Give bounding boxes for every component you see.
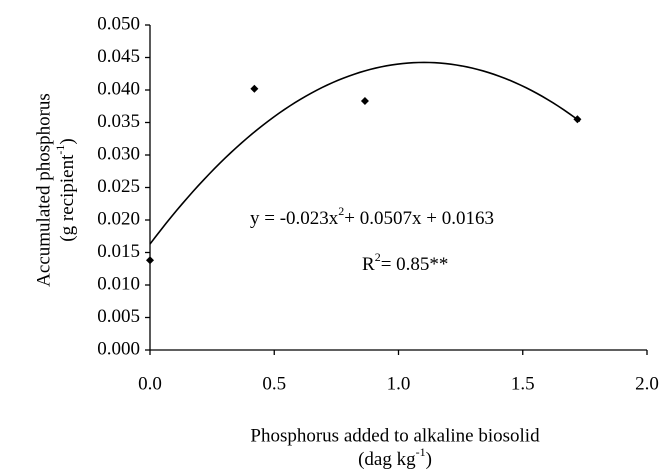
- equation-superscript: 2: [338, 204, 344, 218]
- data-point: [146, 256, 154, 265]
- x-axis-title: (dag kg-1): [358, 445, 432, 469]
- x-tick-label: 2.0: [635, 373, 659, 394]
- y-tick-label: 0.000: [97, 338, 140, 359]
- r-squared-superscript: 2: [375, 250, 381, 264]
- y-axis-unit: (g recipient: [57, 154, 78, 242]
- equation: y = -0.023x2+ 0.0507x + 0.0163: [250, 204, 494, 230]
- y-axis-title: (g recipient-1): [53, 138, 79, 241]
- data-point: [573, 115, 582, 124]
- y-tick-label: 0.050: [97, 13, 140, 34]
- y-axis-title: Accumulated phosphorus: [33, 93, 54, 287]
- equation-text: + 0.0507x + 0.0163: [344, 208, 494, 229]
- x-tick-label: 1.5: [511, 373, 535, 394]
- trendline: [149, 61, 581, 245]
- y-tick-label: 0.020: [97, 208, 140, 229]
- x-axis-unit: ): [426, 449, 432, 469]
- y-tick-label: 0.040: [97, 78, 140, 99]
- y-axis-superscript: -1: [53, 145, 67, 155]
- y-tick-label: 0.045: [97, 46, 140, 67]
- r-squared-text: R: [362, 254, 375, 275]
- y-tick-label: 0.035: [97, 111, 140, 132]
- y-tick-label: 0.010: [97, 273, 140, 294]
- equation-text: y = -0.023x: [250, 208, 339, 229]
- data-point: [360, 97, 369, 106]
- x-axis-superscript: -1: [416, 445, 426, 459]
- r-squared: R2= 0.85**: [362, 250, 448, 276]
- x-tick-label: 0.5: [262, 373, 286, 394]
- y-tick-label: 0.015: [97, 241, 140, 262]
- x-axis-unit: (dag kg: [358, 449, 416, 469]
- r-squared-text: = 0.85**: [381, 254, 449, 275]
- x-tick-label: 1.0: [387, 373, 411, 394]
- y-tick-label: 0.025: [97, 176, 140, 197]
- x-axis-title: Phosphorus added to alkaline biosolid: [250, 425, 540, 446]
- data-point: [250, 84, 259, 93]
- y-axis-title-group: Accumulated phosphorus (g recipient-1): [33, 93, 78, 287]
- x-tick-label: 0.0: [138, 373, 162, 394]
- y-axis-unit: ): [57, 138, 78, 144]
- y-tick-label: 0.005: [97, 306, 140, 327]
- y-tick-label: 0.030: [97, 143, 140, 164]
